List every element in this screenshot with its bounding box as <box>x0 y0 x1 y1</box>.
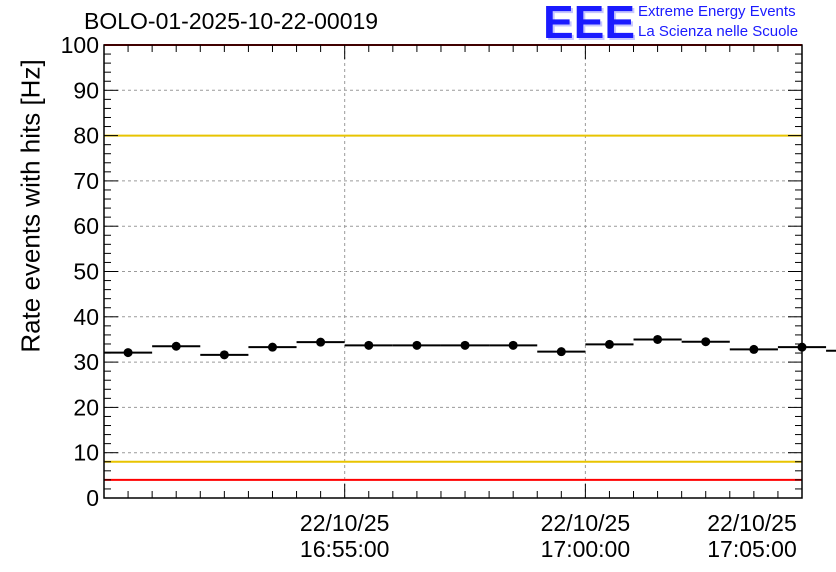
data-point <box>585 339 634 349</box>
x-tick-time: 17:00:00 <box>541 536 631 562</box>
data-point <box>681 337 730 347</box>
axis-ticks <box>104 44 803 499</box>
data-point <box>489 340 538 350</box>
data-point <box>296 337 345 347</box>
data-point <box>537 347 586 357</box>
x-tick-time: 16:55:00 <box>300 536 390 562</box>
x-tick-date: 22/10/25 <box>300 510 390 536</box>
data-point-marker <box>412 340 422 350</box>
logo-line-2: La Scienza nelle Scuole <box>638 23 799 40</box>
data-point <box>344 340 393 350</box>
data-point-marker <box>267 342 277 352</box>
data-point-marker <box>701 337 711 347</box>
data-point-marker <box>219 350 229 360</box>
data-point-marker <box>460 340 470 350</box>
data-point-marker <box>171 341 181 351</box>
data-point-marker <box>508 340 518 350</box>
logo-caption: Extreme Energy Events La Scienza nelle S… <box>638 2 798 42</box>
y-tick-label: 80 <box>73 123 99 149</box>
data-point-marker <box>797 342 807 352</box>
logo-line-1: Extreme Energy Events <box>638 3 796 20</box>
eee-logo-shadow: EEE <box>545 2 635 44</box>
x-tick-date: 22/10/25 <box>707 510 797 536</box>
y-tick-label: 70 <box>73 168 99 194</box>
reference-lines <box>104 44 802 481</box>
y-tick-label: 0 <box>86 485 99 511</box>
data-point <box>200 350 249 360</box>
eee-logo-mark: EEE <box>543 2 635 44</box>
y-tick-label: 90 <box>73 77 99 103</box>
data-point <box>826 349 836 352</box>
data-point <box>440 340 490 350</box>
data-point <box>152 341 201 351</box>
x-tick-labels: 22/10/2516:55:0022/10/2517:00:0022/10/25… <box>300 510 797 562</box>
data-point-marker <box>653 334 663 344</box>
data-point-marker <box>123 348 133 358</box>
data-point <box>777 342 827 352</box>
y-tick-label: 20 <box>73 394 99 420</box>
data-point <box>104 348 153 358</box>
data-point <box>633 334 682 344</box>
grid-lines <box>104 45 802 498</box>
y-tick-label: 50 <box>73 259 99 285</box>
y-tick-label: 10 <box>73 440 99 466</box>
x-tick-date: 22/10/25 <box>541 510 631 536</box>
data-point-marker <box>364 340 374 350</box>
y-tick-labels: 0 10 20 30 40 50 60 70 80 90 100 <box>61 32 99 511</box>
data-point-marker <box>749 344 759 354</box>
y-axis-label: Rate events with hits [Hz] <box>15 59 46 353</box>
y-tick-label: 30 <box>73 349 99 375</box>
x-tick-time: 17:05:00 <box>707 536 797 562</box>
chart-title: BOLO-01-2025-10-22-00019 <box>84 8 379 34</box>
y-tick-label: 60 <box>73 213 99 239</box>
y-tick-label: 100 <box>61 32 99 58</box>
data-point-marker <box>556 347 566 357</box>
data-point-marker <box>316 337 326 347</box>
y-tick-label: 40 <box>73 304 99 330</box>
eee-logo: EEE EEE <box>543 2 635 44</box>
data-point <box>392 340 441 350</box>
data-point <box>248 342 297 352</box>
data-point <box>729 344 778 354</box>
data-point-marker <box>604 339 614 349</box>
data-points <box>104 334 836 360</box>
